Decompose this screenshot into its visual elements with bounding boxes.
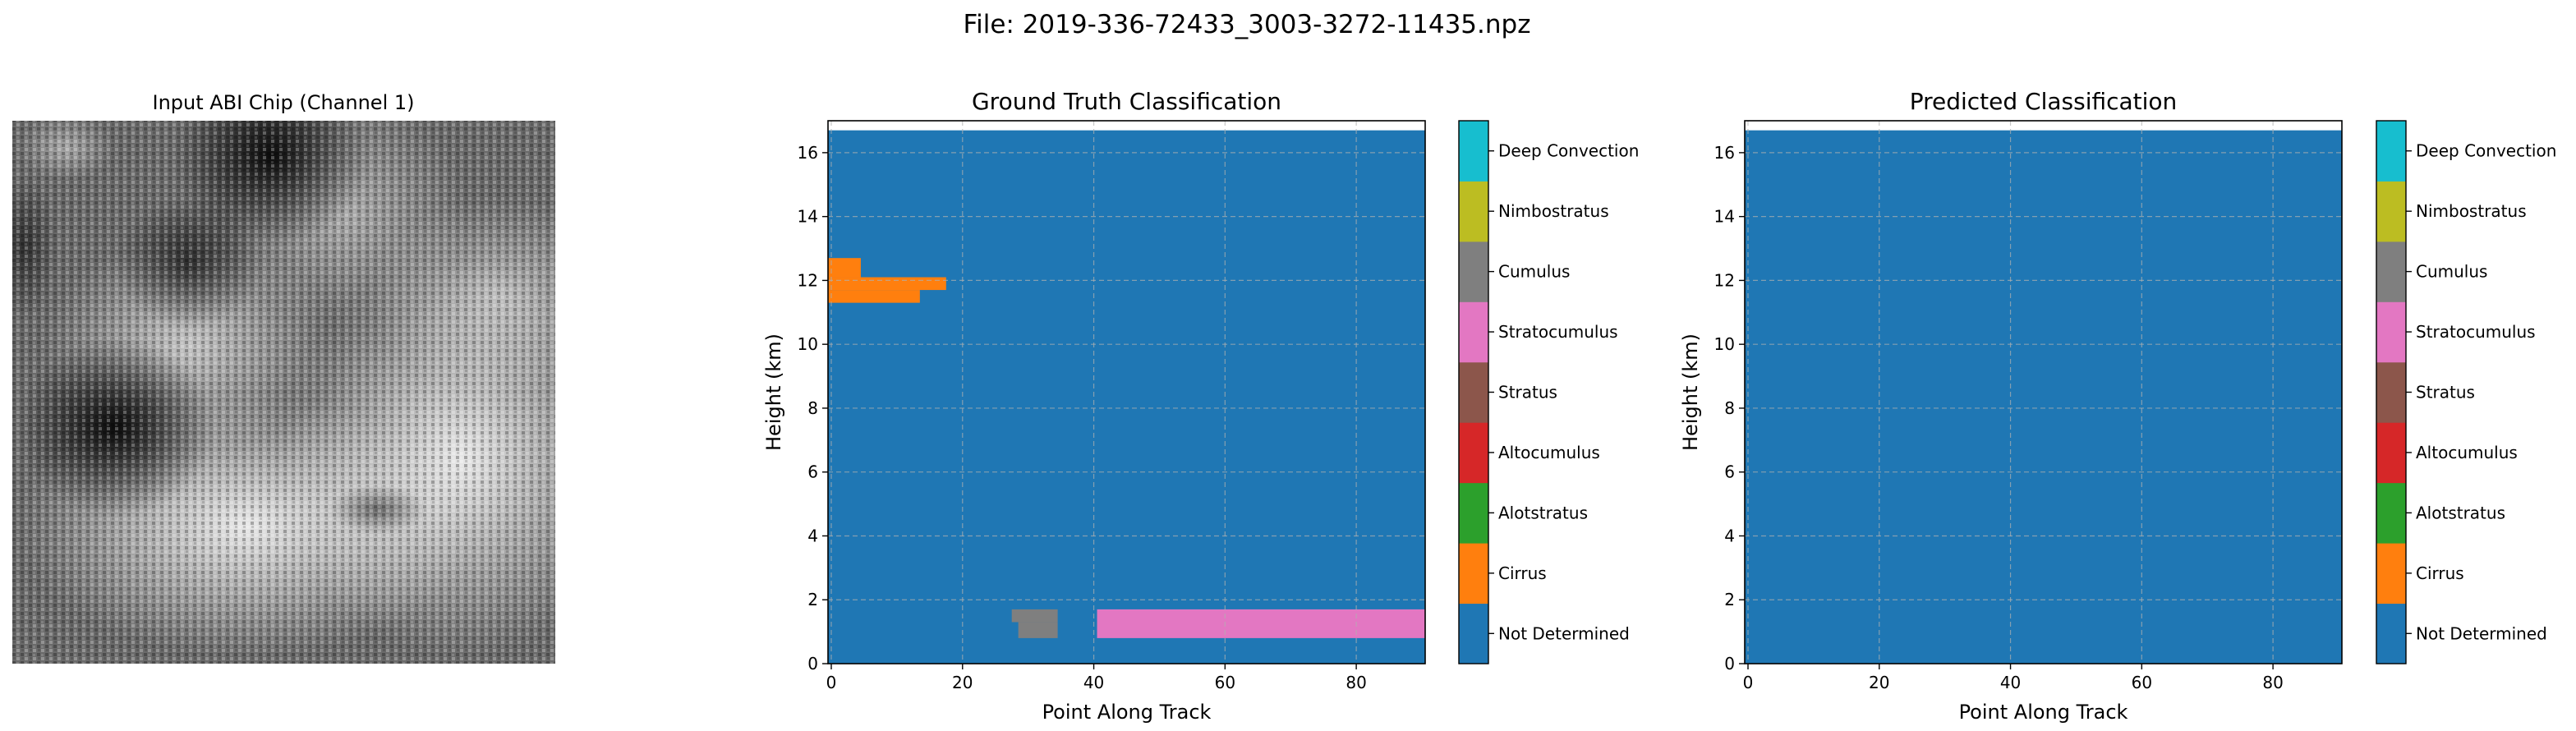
colorbar-swatch xyxy=(2376,241,2406,302)
colorbar-label: Stratus xyxy=(2416,383,2475,402)
colorbar-swatch xyxy=(1459,301,1488,363)
y-tick-label: 4 xyxy=(1724,526,1735,545)
colorbar-label: Alotstratus xyxy=(1498,503,1588,522)
colorbar-label: Nimbostratus xyxy=(1498,201,1609,221)
colorbar-frame xyxy=(1458,120,1489,664)
class-region-cumulus xyxy=(1018,622,1058,638)
x-tick-label: 80 xyxy=(2262,673,2283,692)
colorbar-label: Cumulus xyxy=(2416,262,2487,282)
colorbar-label: Not Determined xyxy=(1498,623,1630,643)
x-tick-label: 20 xyxy=(952,673,973,692)
y-axis-label: Height (km) xyxy=(762,333,785,451)
background-class-field xyxy=(1745,130,2342,664)
chart-panel-1: 0 20 40 60 80 0 2 4 6 8 10 12 14 16 Ground Truth Class… xyxy=(762,88,1639,724)
colorbar-label: Deep Convection xyxy=(2416,141,2556,161)
colorbar-label: Not Determined xyxy=(2416,623,2547,643)
y-tick-label: 0 xyxy=(1724,654,1735,674)
x-tick-label: 60 xyxy=(2132,673,2152,692)
satellite-chip-image xyxy=(12,121,555,664)
y-tick-label: 14 xyxy=(798,207,818,227)
x-tick-label: 80 xyxy=(1346,673,1366,692)
colorbar-label: Stratocumulus xyxy=(2416,322,2536,342)
colorbar-label: Alotstratus xyxy=(2416,503,2505,522)
class-region-cirrus xyxy=(828,277,946,291)
class-region-cumulus xyxy=(1011,609,1058,623)
colorbar-swatch xyxy=(1459,422,1488,484)
class-region-cirrus xyxy=(828,290,920,303)
x-tick-label: 0 xyxy=(826,673,837,692)
x-axis-label: Point Along Track xyxy=(1042,701,1212,724)
y-tick-label: 12 xyxy=(798,270,818,290)
x-tick-label: 60 xyxy=(1215,673,1235,692)
y-tick-label: 6 xyxy=(1724,462,1735,482)
class-region-cirrus xyxy=(828,258,861,278)
y-tick-label: 2 xyxy=(807,590,818,609)
background-class-field xyxy=(828,130,1425,664)
chart-title: Ground Truth Classification xyxy=(972,88,1281,115)
colorbar: Not Determined Cirrus Alotstratus Altocumul… xyxy=(1458,120,1639,664)
y-tick-label: 8 xyxy=(1724,398,1735,418)
y-tick-label: 10 xyxy=(798,334,818,354)
colorbar-swatch xyxy=(1459,181,1488,242)
chart-title: Predicted Classification xyxy=(1910,88,2178,115)
colorbar-swatch xyxy=(2376,422,2406,484)
y-tick-label: 8 xyxy=(807,398,818,418)
y-tick-label: 2 xyxy=(1724,590,1735,609)
x-axis-label: Point Along Track xyxy=(1959,701,2128,724)
colorbar-label: Altocumulus xyxy=(1498,443,1600,462)
image-panel-title: Input ABI Chip (Channel 1) xyxy=(152,91,414,114)
y-tick-label: 0 xyxy=(807,654,818,674)
colorbar-label: Cirrus xyxy=(1498,563,1547,583)
axes-frame xyxy=(1744,120,2343,664)
colorbar-label: Stratus xyxy=(1498,383,1557,402)
colorbar-label: Deep Convection xyxy=(1498,141,1639,161)
colorbar-swatch xyxy=(1459,603,1488,664)
colorbar-frame xyxy=(2376,120,2407,664)
colorbar-swatch xyxy=(1459,241,1488,302)
x-tick-label: 40 xyxy=(1083,673,1104,692)
colorbar-swatch xyxy=(2376,121,2406,182)
colorbar-label: Nimbostratus xyxy=(2416,201,2527,221)
y-tick-label: 14 xyxy=(1714,207,1735,227)
y-tick-label: 16 xyxy=(798,143,818,163)
colorbar-swatch xyxy=(1459,121,1488,182)
chart-panel-2: 0 20 40 60 80 0 2 4 6 8 10 12 14 16 Predicted Classifi… xyxy=(1679,88,2556,724)
colorbar-swatch xyxy=(1459,543,1488,605)
y-tick-label: 6 xyxy=(807,462,818,482)
y-tick-label: 12 xyxy=(1714,270,1735,290)
figure-suptitle: File: 2019-336-72433_3003-3272-11435.npz xyxy=(964,10,1531,39)
x-tick-label: 20 xyxy=(1869,673,1889,692)
y-tick-label: 16 xyxy=(1714,143,1735,163)
colorbar-label: Cirrus xyxy=(2416,563,2464,583)
colorbar-swatch xyxy=(2376,603,2406,664)
colorbar-swatch xyxy=(1459,361,1488,423)
x-tick-label: 40 xyxy=(2000,673,2021,692)
colorbar-swatch xyxy=(2376,361,2406,423)
colorbar-label: Altocumulus xyxy=(2416,443,2518,462)
y-tick-label: 10 xyxy=(1714,334,1735,354)
colorbar-swatch xyxy=(1459,482,1488,544)
colorbar-swatch xyxy=(2376,301,2406,363)
colorbar-swatch xyxy=(2376,482,2406,544)
colorbar-swatch xyxy=(2376,181,2406,242)
colorbar-label: Stratocumulus xyxy=(1498,322,1618,342)
colorbar-swatch xyxy=(2376,543,2406,605)
image-panel: Input ABI Chip (Channel 1) xyxy=(12,91,555,664)
axes-frame xyxy=(827,120,1426,664)
colorbar-label: Cumulus xyxy=(1498,262,1570,282)
x-tick-label: 0 xyxy=(1743,673,1754,692)
y-axis-label: Height (km) xyxy=(1679,333,1702,451)
class-region-stratocumulus xyxy=(1097,609,1425,638)
colorbar: Not Determined Cirrus Alotstratus Altocumul… xyxy=(2376,120,2556,664)
y-tick-label: 4 xyxy=(807,526,818,545)
